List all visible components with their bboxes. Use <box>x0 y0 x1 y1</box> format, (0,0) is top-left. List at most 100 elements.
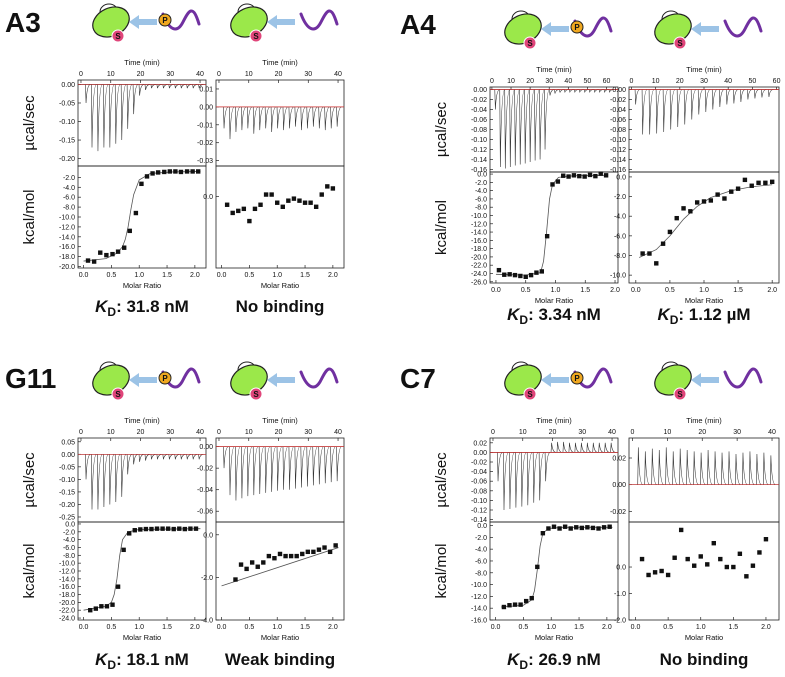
data-point <box>582 174 587 179</box>
injection-peak <box>556 441 563 453</box>
x-tick-label: 40 <box>334 429 342 436</box>
data-point <box>190 169 195 174</box>
injection-peak <box>686 449 692 485</box>
protein-blob <box>230 364 268 396</box>
y-tick-label: -0.10 <box>59 119 75 126</box>
injection-peak <box>756 453 762 485</box>
data-point <box>502 272 507 277</box>
x-tick-label: 30 <box>733 429 741 436</box>
injection-peak <box>559 89 565 93</box>
y-tick-label: -20.0 <box>471 254 487 261</box>
y-tick-label: -18.0 <box>59 254 75 261</box>
x-axis-label: Molar Ratio <box>685 296 723 305</box>
x-tick-label: 0.5 <box>107 272 117 279</box>
data-point <box>133 210 139 216</box>
site-circle <box>673 387 687 401</box>
injection-peak <box>294 106 300 127</box>
data-point <box>551 524 557 529</box>
x-tick-label: 0 <box>631 429 635 436</box>
injection-peak <box>241 446 247 499</box>
phospho-circle <box>158 13 172 27</box>
x-axis-label: Time (min) <box>262 58 298 67</box>
y-tick-label: -24.0 <box>59 616 75 623</box>
data-point <box>763 537 769 542</box>
data-point <box>701 199 707 204</box>
y-tick-label: -4.0 <box>475 188 487 195</box>
data-point <box>244 566 249 572</box>
injection-peak <box>651 448 657 485</box>
caption-value: : 3.34 nM <box>528 305 601 324</box>
injection-peak <box>693 451 699 485</box>
plot-frame <box>489 171 619 284</box>
y-tick-label: -0.08 <box>610 127 626 134</box>
x-tick-label: 20 <box>698 429 706 436</box>
site-label: S <box>253 32 259 41</box>
y-tick-label: -0.06 <box>471 117 487 124</box>
y-tick-label: -0.06 <box>471 479 487 486</box>
y-axis-label: kcal/mol <box>21 189 38 244</box>
injection-peak <box>223 446 229 469</box>
y-tick-label: -10.0 <box>59 215 75 222</box>
injection-peak <box>114 453 121 502</box>
plot-frame <box>215 165 345 269</box>
data-point <box>694 200 700 205</box>
data-point <box>561 173 566 178</box>
x-tick-label: 1.5 <box>733 287 743 294</box>
data-point <box>99 604 104 609</box>
data-point <box>144 174 150 179</box>
injection-peak <box>156 453 162 460</box>
data-point <box>557 526 562 531</box>
y-tick-label: -2.0 <box>614 194 626 201</box>
injection-peak <box>769 455 776 485</box>
site-label: S <box>115 32 121 41</box>
y-tick-label: 0.0 <box>477 523 487 530</box>
injection-peak <box>768 89 774 98</box>
site-circle <box>111 387 125 401</box>
injection-peak <box>509 89 515 168</box>
x-tick-label: 1.0 <box>551 287 561 294</box>
injection-peak <box>144 453 151 461</box>
data-point <box>333 543 338 548</box>
x-axis-label: Molar Ratio <box>685 633 723 642</box>
injection-peak <box>707 449 713 485</box>
injection-peak <box>168 84 174 89</box>
y-tick-label: -0.02 <box>471 97 487 104</box>
x-tick-label: 40 <box>564 78 572 85</box>
injection-peak <box>300 106 306 131</box>
y-tick-label: -12.0 <box>471 221 487 228</box>
data-point <box>646 572 651 578</box>
injection-peak <box>583 89 590 94</box>
x-tick-label: 50 <box>748 78 756 85</box>
x-axis-label: Time (min) <box>686 416 722 425</box>
data-point <box>255 564 260 569</box>
icon: S <box>654 10 763 50</box>
data-point <box>104 604 110 609</box>
injection-peak <box>658 449 664 485</box>
arrow-body <box>549 377 569 383</box>
phospho-circle <box>570 371 584 385</box>
injection-peak <box>704 89 711 113</box>
data-point <box>507 603 512 608</box>
data-point <box>735 186 741 191</box>
y-tick-label: -18.0 <box>471 246 487 253</box>
x-tick-label: 10 <box>245 429 253 436</box>
x-tick-label: 1.5 <box>300 272 310 279</box>
injection-peak <box>578 89 585 94</box>
data-point <box>571 173 577 178</box>
y-tick-label: -0.14 <box>471 517 487 524</box>
group-label: C7 <box>400 363 436 394</box>
injection-peak <box>270 106 277 132</box>
fit-line <box>83 528 201 611</box>
y-tick-label: -0.02 <box>610 509 626 516</box>
x-axis-label: Molar Ratio <box>261 633 299 642</box>
data-point <box>718 556 723 562</box>
y-tick-label: -26.0 <box>471 279 487 286</box>
x-tick-label: 10 <box>107 429 115 436</box>
injection-peak <box>562 441 568 453</box>
injection-peak <box>665 447 671 485</box>
x-tick-label: 20 <box>137 71 145 78</box>
site-label: S <box>527 390 533 399</box>
data-point <box>523 274 528 279</box>
data-point <box>150 171 155 176</box>
